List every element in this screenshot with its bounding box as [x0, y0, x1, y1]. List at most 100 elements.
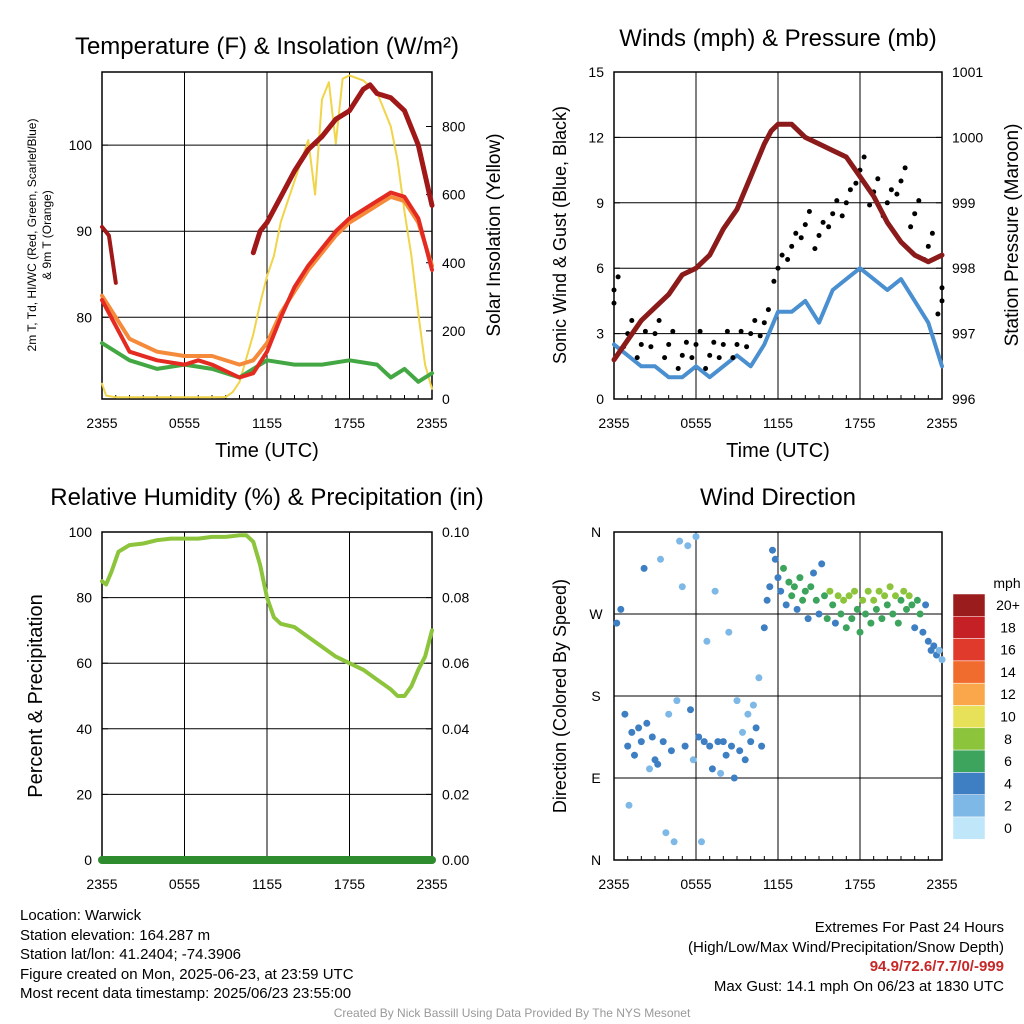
gust-point: [816, 233, 822, 238]
y-tick-label: 100: [69, 524, 93, 540]
direction-point: [681, 742, 689, 750]
direction-point: [662, 829, 670, 837]
direction-point: [870, 596, 878, 604]
gust-point: [875, 176, 881, 182]
legend-swatch: [952, 593, 986, 617]
direction-point: [659, 738, 667, 746]
direction-point: [687, 706, 694, 714]
y2-tick-label: 0.04: [442, 721, 469, 737]
direction-point: [777, 587, 785, 595]
gust-point: [761, 320, 767, 326]
gust-point: [734, 342, 740, 347]
gust-point: [629, 318, 635, 323]
x-tick-label: 2355: [598, 876, 629, 892]
direction-point: [924, 637, 932, 645]
x-tick-label: 1155: [763, 876, 793, 892]
y-tick-label: W: [589, 606, 603, 622]
x-tick-label: 1155: [252, 415, 282, 431]
x-tick-label: 1755: [334, 415, 365, 431]
x-tick-label: 2355: [416, 876, 447, 892]
direction-point: [892, 592, 899, 600]
legend-swatch: [952, 816, 986, 840]
gust-point: [785, 257, 791, 262]
y-tick-label: 0: [84, 852, 92, 868]
direction-point: [728, 742, 735, 750]
direction-point: [889, 610, 897, 618]
y2-tick-label: 0.08: [442, 590, 469, 606]
gust-point: [939, 298, 945, 304]
direction-point: [749, 701, 757, 709]
plot-frame: [613, 71, 943, 400]
direction-point: [665, 710, 673, 718]
y-tick-label: N: [591, 524, 601, 540]
gust-point: [820, 219, 826, 225]
gust-point: [679, 352, 685, 358]
direction-point: [810, 569, 817, 577]
x-tick-label: 2355: [416, 415, 447, 431]
plot-frame: [613, 531, 943, 861]
legend-swatch: [952, 794, 986, 818]
gust-point: [929, 230, 935, 236]
heat-index-series-line: [100, 224, 118, 285]
direction-point: [881, 592, 889, 600]
created-text: Figure created on Mon, 2025-06-23, at 23…: [20, 965, 354, 983]
direction-point: [763, 596, 771, 604]
y-tick-label: 60: [76, 655, 92, 671]
legend-swatch: [952, 772, 986, 795]
gust-point: [765, 307, 771, 313]
direction-point: [913, 596, 921, 604]
y-axis-label: 2m T, Td, HI/WC (Red, Green, Scarlet/Blu…: [25, 119, 39, 352]
direction-point: [818, 560, 826, 568]
direction-point: [654, 760, 662, 768]
y-tick-label: 100: [69, 137, 93, 153]
gust-point: [703, 366, 709, 371]
gust-point: [611, 287, 617, 293]
y2-tick-label: 1001: [952, 64, 983, 80]
gust-point: [748, 331, 754, 337]
direction-point: [708, 765, 716, 773]
gust-point: [916, 198, 922, 204]
y2-tick-label: 999: [952, 195, 976, 211]
direction-point: [766, 583, 774, 591]
direction-point: [769, 546, 776, 554]
direction-point: [905, 592, 913, 600]
direction-point: [823, 615, 831, 623]
gust-point: [693, 342, 699, 347]
y2-tick-label: 996: [952, 391, 976, 407]
gust-point: [902, 165, 908, 171]
y2-tick-label: 998: [952, 260, 976, 276]
direction-point: [752, 724, 760, 732]
y2-tick-label: 1000: [952, 129, 983, 145]
direction-point: [758, 742, 766, 750]
gust-point: [789, 243, 795, 249]
gust-point: [939, 285, 945, 291]
direction-point: [856, 628, 864, 636]
direction-point: [804, 615, 812, 623]
direction-point: [719, 738, 727, 746]
direction-point: [741, 756, 749, 764]
plot-frame: [101, 71, 433, 400]
direction-point: [859, 596, 867, 604]
direction-point: [631, 751, 638, 759]
temp-2m-series-line: [100, 190, 434, 380]
direction-point: [635, 724, 643, 732]
legend-label: 8: [1004, 731, 1012, 747]
direction-point: [774, 574, 782, 582]
direction-point: [725, 628, 733, 636]
direction-point: [780, 564, 787, 572]
x-tick-label: 1755: [334, 876, 365, 892]
gust-point: [638, 342, 644, 347]
gust-point: [689, 355, 695, 361]
gust-point: [720, 342, 726, 347]
direction-point: [744, 710, 752, 718]
gust-point: [935, 311, 941, 317]
direction-point: [700, 738, 708, 746]
direction-point: [676, 537, 684, 545]
legend-swatch: [952, 727, 986, 751]
direction-point: [717, 769, 725, 777]
direction-point: [793, 605, 801, 613]
y-tick-label: 80: [76, 309, 92, 325]
direction-point: [706, 742, 714, 750]
direction-point: [637, 738, 645, 746]
